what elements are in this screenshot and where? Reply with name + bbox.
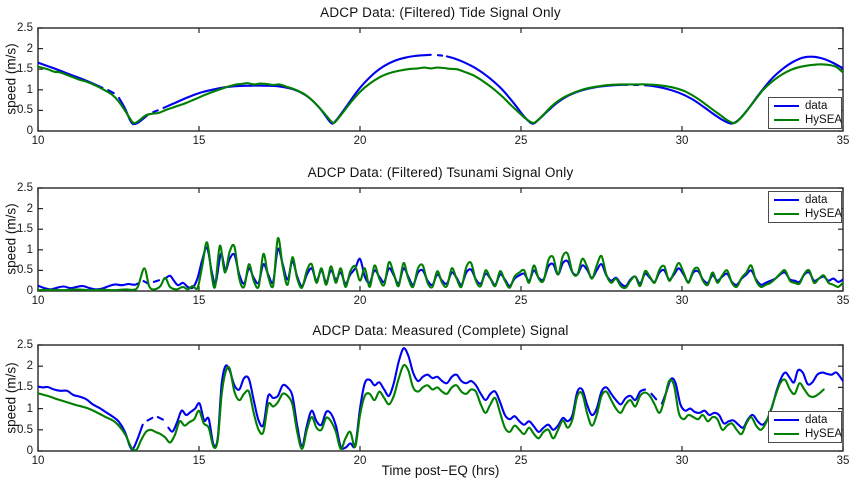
- series-line-hysea: [38, 363, 825, 451]
- axes-box: [37, 344, 844, 452]
- series-line-data: [146, 416, 154, 422]
- series-line-hysea: [38, 237, 843, 291]
- axes-box: [37, 27, 844, 132]
- axes-box: [37, 187, 844, 292]
- series-line-hysea: [38, 63, 843, 125]
- series-line-data: [162, 53, 432, 125]
- series-line-data: [445, 55, 629, 125]
- series-line-data: [660, 368, 843, 429]
- series-line-data: [152, 279, 161, 283]
- series-line-data: [38, 282, 140, 291]
- series-line-data: [107, 89, 115, 95]
- series-line-data: [167, 347, 647, 450]
- series-line-data: [650, 392, 658, 401]
- series-line-data: [118, 96, 150, 126]
- series-line-data: [152, 109, 159, 114]
- series-line-data: [156, 416, 164, 421]
